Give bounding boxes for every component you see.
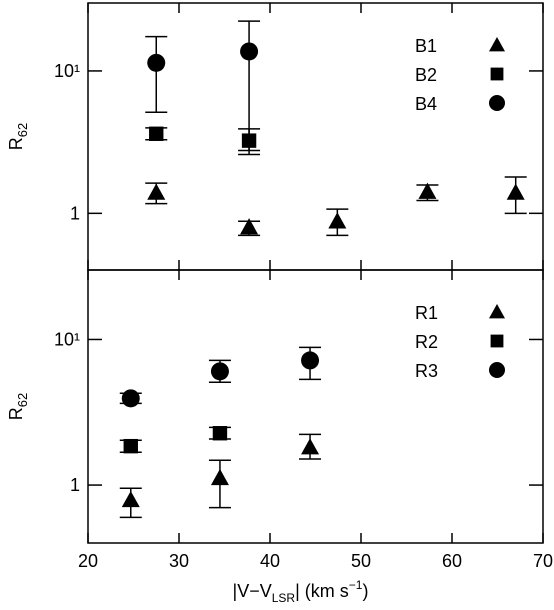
- marker-square: [123, 438, 138, 454]
- y-label-part: 62: [15, 123, 30, 137]
- x-tick-label: 50: [351, 551, 371, 571]
- x-axis-label: |V−VLSR| (km s−1): [233, 578, 369, 605]
- marker-triangle: [121, 490, 140, 508]
- marker-circle: [301, 351, 320, 370]
- marker-circle: [240, 42, 259, 61]
- x-tick-label: 30: [169, 551, 189, 571]
- y-tick-label: 10¹: [54, 329, 80, 349]
- legend-label: B4: [415, 94, 437, 114]
- x-tick-label: 70: [533, 551, 553, 571]
- marker-square: [149, 126, 164, 141]
- x-label-part: | (km s: [295, 581, 349, 601]
- y-tick-label: 1: [70, 475, 80, 495]
- marker-circle: [489, 95, 505, 111]
- marker-triangle: [147, 183, 166, 200]
- legend-label: B2: [415, 65, 437, 85]
- marker-triangle: [240, 218, 259, 235]
- legend-label: B1: [415, 36, 437, 56]
- y-label-part: R: [6, 407, 26, 420]
- marker-triangle: [418, 182, 437, 199]
- x-tick-label: 40: [260, 551, 280, 571]
- y-tick-label: 10¹: [54, 61, 80, 81]
- marker-square: [490, 334, 504, 348]
- marker-circle: [210, 362, 229, 381]
- marker-circle: [489, 362, 505, 378]
- marker-square: [490, 67, 504, 81]
- y-axis-label: R62: [6, 393, 30, 420]
- marker-triangle: [301, 438, 320, 455]
- x-label-part: −1: [349, 578, 363, 592]
- legend-label: R2: [415, 332, 438, 352]
- marker-triangle: [489, 304, 505, 319]
- marker-square: [212, 426, 228, 441]
- marker-circle: [147, 53, 166, 72]
- x-label-part: |V−V: [233, 581, 272, 601]
- y-label-part: R: [6, 137, 26, 150]
- plot-frame: [87, 269, 544, 544]
- y-axis-label: R62: [6, 123, 30, 150]
- marker-circle: [121, 389, 140, 408]
- y-tick-label: 1: [70, 203, 80, 223]
- x-tick-label: 60: [442, 551, 462, 571]
- y-label-part: 62: [15, 393, 30, 407]
- marker-triangle: [328, 212, 347, 229]
- x-label-part: ): [362, 581, 368, 601]
- legend-label: R3: [415, 361, 438, 381]
- marker-triangle: [506, 183, 525, 200]
- marker-triangle: [489, 37, 505, 52]
- marker-triangle: [210, 468, 229, 486]
- x-label-part: LSR: [272, 591, 296, 605]
- legend-label: R1: [415, 303, 438, 323]
- x-tick-label: 20: [78, 551, 98, 571]
